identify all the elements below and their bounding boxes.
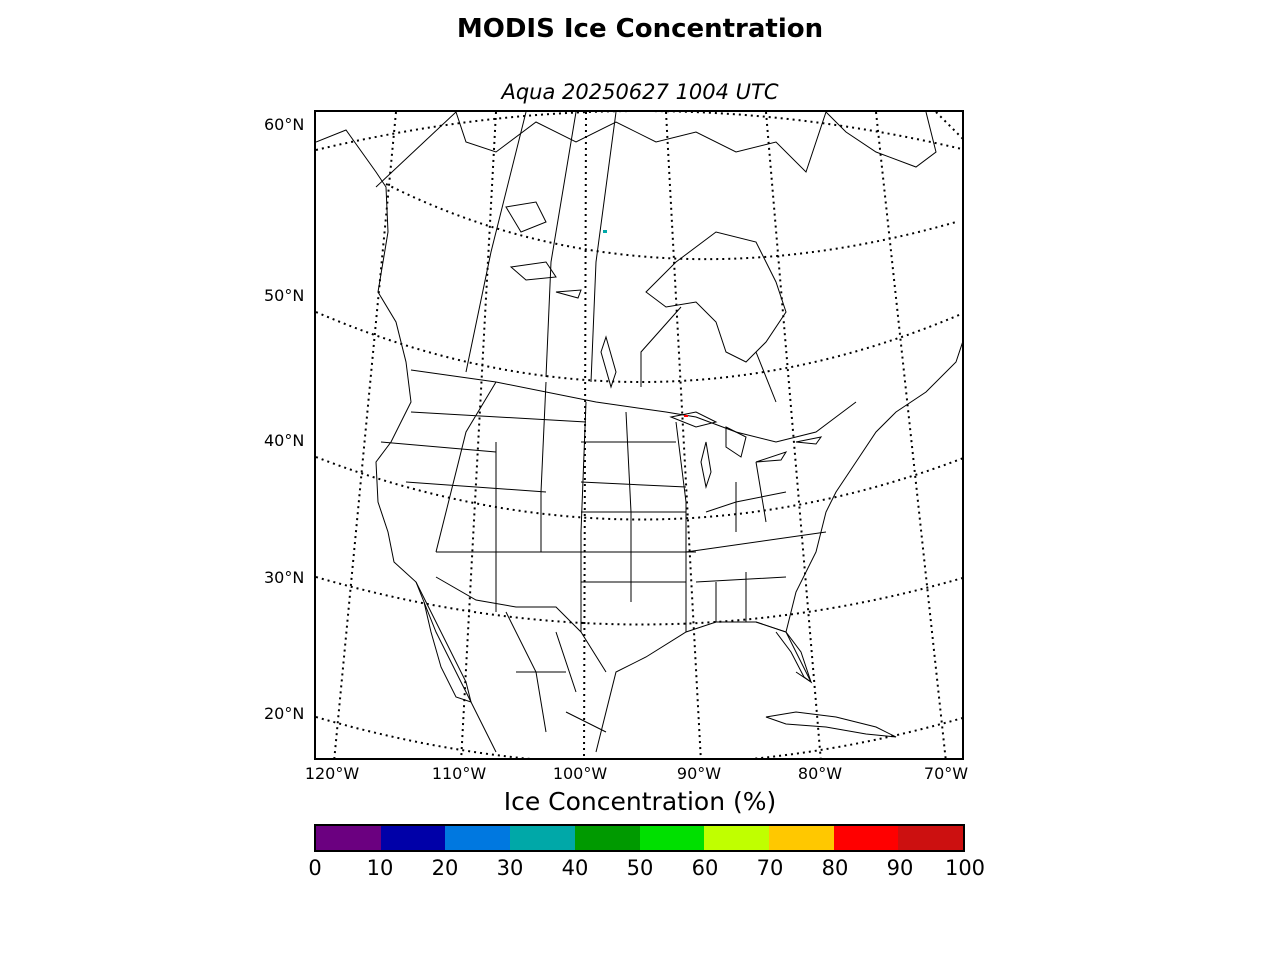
- lat-label-50: 50°N: [264, 286, 305, 305]
- us-states-central: [580, 411, 696, 632]
- colorbar-tick-label: 60: [691, 856, 719, 880]
- colorbar-tick-label: 10: [366, 856, 394, 880]
- colorbar: [314, 824, 965, 852]
- lake-superior: [669, 411, 718, 428]
- colorbar-tick-label: 20: [431, 856, 459, 880]
- pacific-coastline: [316, 129, 497, 753]
- ice-pixel-nunavut: [603, 230, 607, 233]
- colorbar-tick-label: 80: [821, 856, 849, 880]
- great-bear-lake: [505, 201, 547, 233]
- colorbar-tick-label: 40: [561, 856, 589, 880]
- lon-line-90: [665, 112, 702, 758]
- ice-pixel-great-lakes: [684, 415, 688, 417]
- lat-line-20: [316, 716, 962, 758]
- colorbar-segment: [510, 826, 575, 850]
- lon-label-70: 70°W: [923, 764, 969, 783]
- colorbar-tick-label: 100: [944, 856, 986, 880]
- graticule-longitudes: [333, 112, 962, 758]
- great-slave-lake: [509, 261, 557, 281]
- colorbar-segment: [316, 826, 381, 850]
- lon-line-70: [875, 112, 947, 758]
- lat-line-50: [316, 311, 962, 383]
- political-borders: [375, 112, 857, 733]
- lon-line-60: [935, 112, 962, 140]
- arctic-coastline: [455, 112, 827, 173]
- colorbar-segment: [380, 826, 446, 850]
- lake-athabasca: [555, 289, 582, 299]
- us-states-east: [685, 461, 827, 622]
- lat-line-30: [316, 576, 962, 626]
- lon-label-90: 90°W: [676, 764, 722, 783]
- lon-line-120: [333, 112, 397, 758]
- coastlines: [316, 112, 962, 753]
- lake-winnipeg: [600, 335, 617, 389]
- lon-label-80: 80°W: [797, 764, 843, 783]
- colorbar-title: Ice Concentration (%): [503, 787, 777, 816]
- colorbar-segment: [833, 826, 899, 850]
- graticule-latitudes: [316, 112, 962, 758]
- colorbar-tick-label: 90: [886, 856, 914, 880]
- colorbar-tick-label: 50: [626, 856, 654, 880]
- lon-label-110: 110°W: [431, 764, 487, 783]
- map-panel: [314, 110, 964, 760]
- lat-line-40: [316, 456, 962, 521]
- lake-michigan: [700, 441, 712, 489]
- us-states-west: [380, 381, 587, 632]
- us-mexico-border: [435, 576, 607, 673]
- lat-line-60: [316, 112, 962, 151]
- lake-huron: [725, 426, 747, 458]
- colorbar-segment: [898, 826, 964, 850]
- lat-label-60: 60°N: [264, 115, 305, 134]
- gulf-coastline: [595, 621, 813, 753]
- lat-line-55: [385, 183, 957, 261]
- canada-provinces: [375, 112, 777, 403]
- colorbar-tick-label: 30: [496, 856, 524, 880]
- colorbar-segment: [639, 826, 705, 850]
- lake-erie: [755, 451, 788, 463]
- cuba-coastline: [765, 711, 897, 738]
- mexico-states: [505, 611, 607, 733]
- chart-title: MODIS Ice Concentration: [456, 14, 824, 44]
- lon-line-80: [765, 112, 822, 758]
- colorbar-segment: [574, 826, 640, 850]
- lat-label-30: 30°N: [264, 568, 305, 587]
- atlantic-coastline: [785, 342, 962, 633]
- hudson-bay-coastline: [645, 231, 787, 363]
- lon-label-120: 120°W: [304, 764, 360, 783]
- lat-label-40: 40°N: [264, 431, 305, 450]
- colorbar-segment: [768, 826, 834, 850]
- chart-subtitle: Aqua 20250627 1004 UTC: [501, 80, 779, 104]
- florida-coastline: [755, 621, 812, 684]
- greenland-coastline: [825, 112, 937, 168]
- lon-label-100: 100°W: [552, 764, 608, 783]
- lon-line-110: [460, 112, 497, 758]
- colorbar-tick-label: 70: [756, 856, 784, 880]
- baja-coastline: [415, 581, 472, 703]
- canadian-lakes: [505, 201, 617, 389]
- colorbar-tick-label: 0: [308, 856, 322, 880]
- us-canada-border: [410, 369, 857, 443]
- lake-ontario: [795, 436, 823, 445]
- colorbar-segment: [704, 826, 769, 850]
- lat-label-20: 20°N: [264, 704, 305, 723]
- colorbar-segment: [445, 826, 511, 850]
- map-svg: [316, 112, 962, 758]
